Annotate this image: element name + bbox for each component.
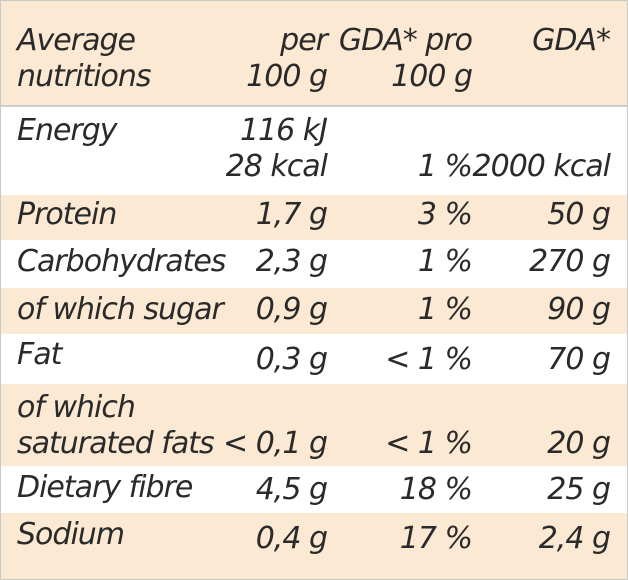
per100-kcal: 28 kcal bbox=[225, 149, 328, 184]
gda-value: 90 g bbox=[547, 292, 611, 327]
header-separator bbox=[1, 105, 627, 107]
gda-value: 20 g bbox=[547, 426, 611, 461]
gda-percent: < 1 % bbox=[385, 342, 473, 377]
gda-value: 270 g bbox=[529, 244, 611, 279]
gda-value: 25 g bbox=[547, 472, 611, 507]
header-per100-line1: per bbox=[280, 23, 328, 58]
header-gda-pct-line2: 100 g bbox=[391, 59, 473, 94]
nutrient-name: of which sugar bbox=[17, 292, 224, 327]
per100-value: 4,5 g bbox=[255, 472, 328, 507]
nutrient-name-line2: saturated fats bbox=[17, 426, 215, 461]
nutrient-name: Dietary fibre bbox=[17, 470, 193, 505]
gda-percent: < 1 % bbox=[385, 426, 473, 461]
header-per100: per 100 g bbox=[246, 23, 328, 95]
row-fat: Fat 0,3 g < 1 % 70 g bbox=[1, 334, 627, 384]
nutrient-name: Carbohydrates bbox=[17, 244, 226, 279]
gda-percent: 1 % bbox=[417, 244, 473, 279]
per100-value: 1,7 g bbox=[255, 197, 328, 232]
row-protein: Protein 1,7 g 3 % 50 g bbox=[1, 195, 627, 240]
gda-percent: 1 % bbox=[417, 292, 473, 327]
header-nutrient-line2: nutritions bbox=[17, 59, 152, 94]
header-nutrient-line1: Average bbox=[17, 23, 136, 58]
header-row: Average nutritions per 100 g GDA* pro 10… bbox=[1, 1, 627, 105]
nutrient-name: of which saturated fats bbox=[17, 390, 215, 462]
per100-value: 2,3 g bbox=[255, 244, 328, 279]
nutrient-name: Fat bbox=[17, 337, 62, 372]
row-energy: Energy 116 kJ 28 kcal 1 % 2000 kcal bbox=[1, 107, 627, 195]
per100-value: < 0,1 g bbox=[223, 426, 328, 461]
row-carbohydrates: Carbohydrates 2,3 g 1 % 270 g bbox=[1, 240, 627, 288]
header-gda: GDA* bbox=[532, 23, 611, 59]
nutrient-name: Energy bbox=[17, 113, 118, 148]
per100-value: 0,9 g bbox=[255, 292, 328, 327]
gda-percent: 1 % bbox=[417, 149, 473, 184]
row-saturated-fats: of which saturated fats < 0,1 g < 1 % 20… bbox=[1, 384, 627, 466]
gda-percent: 3 % bbox=[417, 197, 473, 232]
nutrient-name: Protein bbox=[17, 197, 117, 232]
nutrient-name-line1: of which bbox=[17, 390, 136, 425]
per100-kj: 116 kJ bbox=[239, 113, 328, 148]
per100-value: 116 kJ 28 kcal bbox=[225, 113, 328, 185]
gda-percent: 17 % bbox=[399, 521, 473, 556]
header-gda-pct-line1: GDA* pro bbox=[338, 23, 473, 58]
row-dietary-fibre: Dietary fibre 4,5 g 18 % 25 g bbox=[1, 466, 627, 513]
gda-value: 70 g bbox=[547, 342, 611, 377]
header-gda-pct: GDA* pro 100 g bbox=[338, 23, 473, 95]
header-gda-line1: GDA* bbox=[532, 23, 611, 58]
per100-value: 0,4 g bbox=[255, 521, 328, 556]
header-nutrient: Average nutritions bbox=[17, 23, 152, 95]
row-sugar: of which sugar 0,9 g 1 % 90 g bbox=[1, 288, 627, 334]
row-sodium: Sodium 0,4 g 17 % 2,4 g bbox=[1, 513, 627, 579]
gda-value: 2,4 g bbox=[538, 521, 611, 556]
per100-value: 0,3 g bbox=[255, 342, 328, 377]
header-per100-line2: 100 g bbox=[246, 59, 328, 94]
gda-value: 2000 kcal bbox=[472, 149, 611, 184]
gda-value: 50 g bbox=[547, 197, 611, 232]
gda-percent: 18 % bbox=[399, 472, 473, 507]
nutrient-name: Sodium bbox=[17, 517, 125, 552]
